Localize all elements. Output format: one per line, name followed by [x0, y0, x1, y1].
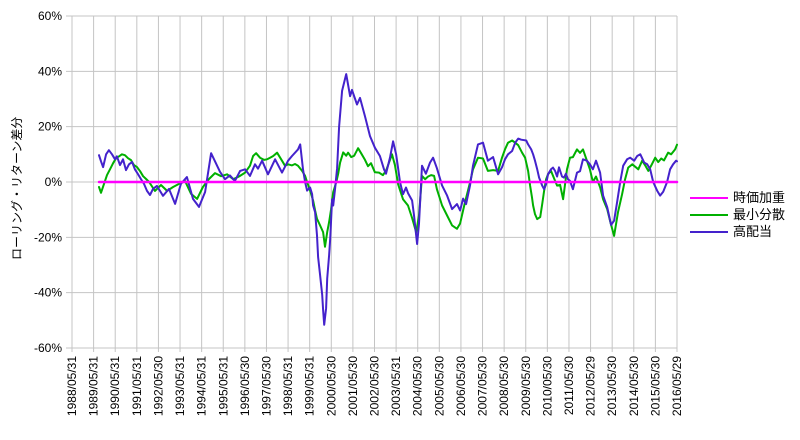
x-tick-label: 2016/05/29	[670, 356, 684, 416]
x-tick-label: 2000/05/30	[324, 356, 338, 416]
x-tick-label: 2002/05/30	[368, 356, 382, 416]
x-tick-label: 2008/05/30	[497, 356, 511, 416]
x-tick-label: 1996/05/30	[238, 356, 252, 416]
x-tick-label: 2013/05/30	[605, 356, 619, 416]
x-tick-label: 1989/05/31	[87, 356, 101, 416]
x-tick-label: 1988/05/31	[65, 356, 79, 416]
x-tick-label: 2010/05/30	[540, 356, 554, 416]
y-tick-label: -20%	[34, 230, 62, 244]
x-tick-label: 2015/05/30	[648, 356, 662, 416]
x-tick-label: 1999/05/31	[303, 356, 317, 416]
legend-swatch	[690, 213, 728, 216]
x-tick-label: 2011/05/30	[562, 356, 576, 415]
x-tick-label: 1995/05/31	[216, 356, 230, 416]
y-tick-label: -60%	[34, 341, 62, 355]
y-axis-title: ローリング・リターン差分	[10, 116, 24, 260]
y-tick-label: 60%	[38, 9, 62, 23]
x-tick-label: 2009/05/30	[519, 356, 533, 416]
legend: 時価加重最小分散高配当	[690, 191, 785, 238]
legend-item-min-variance: 最小分散	[690, 208, 785, 221]
series-line-high-dividend	[98, 73, 678, 326]
y-tick-label: 20%	[38, 120, 62, 134]
legend-label: 高配当	[733, 224, 773, 239]
x-tick-label: 1990/05/31	[108, 356, 122, 416]
x-tick-label: 2014/05/30	[627, 356, 641, 416]
x-tick-label: 1992/05/30	[151, 356, 165, 416]
legend-label: 時価加重	[733, 190, 786, 205]
x-tick-label: 2003/05/31	[389, 356, 403, 416]
x-tick-label: 1993/05/31	[173, 356, 187, 416]
legend-item-high-dividend: 高配当	[690, 225, 785, 238]
x-tick-label: 1998/05/31	[281, 356, 295, 416]
legend-swatch	[690, 230, 728, 233]
x-tick-label: 2005/05/30	[432, 356, 446, 416]
x-tick-label: 1991/05/31	[130, 356, 144, 416]
legend-swatch	[690, 196, 728, 199]
y-tick-label: 40%	[38, 64, 62, 78]
x-tick-label: 2007/05/30	[476, 356, 490, 416]
x-tick-label: 2012/05/29	[584, 356, 598, 416]
y-tick-label: 0%	[45, 175, 63, 189]
series-line-min-variance	[98, 139, 678, 248]
legend-item-cap-weighted: 時価加重	[690, 191, 785, 204]
x-tick-label: 1997/05/30	[259, 356, 273, 416]
legend-label: 最小分散	[733, 207, 786, 222]
x-tick-label: 2004/05/30	[411, 356, 425, 416]
x-tick-label: 2006/05/30	[454, 356, 468, 416]
x-tick-label: 1994/05/31	[195, 356, 209, 416]
y-tick-label: -40%	[34, 286, 62, 300]
x-tick-label: 2001/05/30	[346, 356, 360, 416]
